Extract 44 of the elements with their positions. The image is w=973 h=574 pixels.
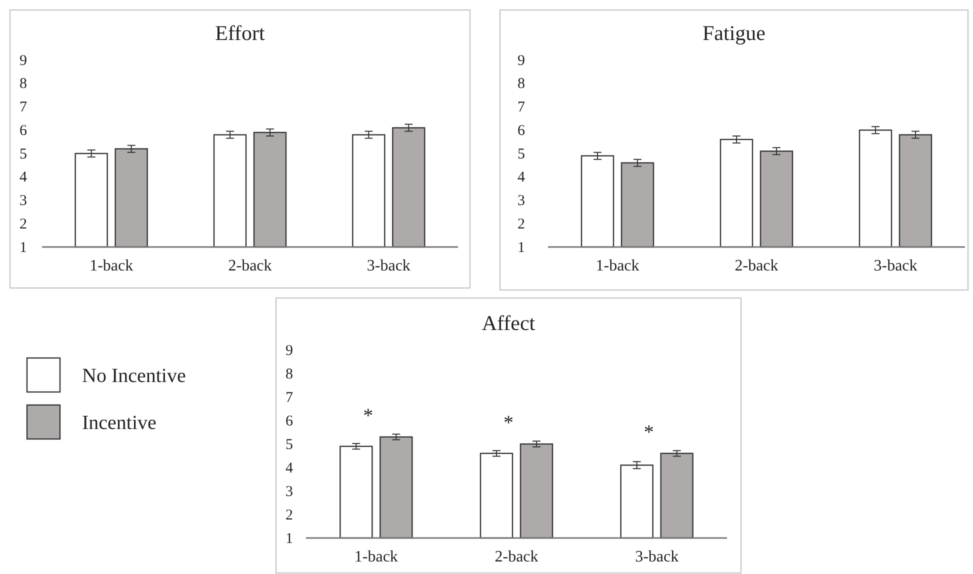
y-tick-label: 6 bbox=[286, 413, 294, 430]
chart-title: Affect bbox=[482, 311, 536, 335]
y-tick-label: 3 bbox=[286, 484, 293, 500]
y-tick-label: 3 bbox=[20, 193, 27, 210]
y-tick-label: 5 bbox=[20, 146, 27, 162]
y-tick-label: 8 bbox=[286, 366, 293, 382]
y-tick-label: 7 bbox=[286, 390, 294, 406]
y-tick-label: 7 bbox=[20, 100, 28, 116]
y-tick-label: 4 bbox=[286, 460, 294, 476]
y-tick-label: 9 bbox=[20, 52, 27, 69]
y-tick-label: 1 bbox=[286, 530, 293, 547]
y-tick-label: 8 bbox=[518, 76, 525, 92]
x-tick-label: 3-back bbox=[366, 257, 410, 274]
x-tick-label: 3-back bbox=[635, 548, 679, 566]
y-tick-label: 2 bbox=[518, 216, 525, 232]
y-tick-label: 1 bbox=[20, 240, 27, 256]
x-tick-label: 2-back bbox=[228, 257, 272, 274]
y-tick-label: 6 bbox=[20, 122, 28, 139]
annotation: * bbox=[363, 405, 374, 428]
y-tick-label: 2 bbox=[286, 507, 293, 524]
y-tick-label: 5 bbox=[286, 436, 293, 453]
x-tick-label: 1-back bbox=[354, 548, 398, 566]
y-tick-label: 3 bbox=[518, 193, 525, 210]
chart-title: Effort bbox=[215, 21, 266, 45]
x-tick-label: 2-back bbox=[734, 257, 778, 274]
annotation: * bbox=[644, 422, 654, 444]
chart-title: Fatigue bbox=[702, 21, 766, 45]
y-tick-label: 9 bbox=[518, 52, 525, 69]
x-tick-label: 1-back bbox=[596, 257, 640, 274]
y-tick-label: 6 bbox=[518, 122, 526, 139]
x-tick-label: 1-back bbox=[90, 257, 134, 274]
annotation: * bbox=[504, 412, 514, 434]
x-tick-label: 2-back bbox=[494, 548, 538, 566]
y-tick-label: 4 bbox=[518, 170, 526, 186]
y-tick-label: 7 bbox=[518, 100, 526, 116]
y-tick-label: 4 bbox=[20, 170, 28, 186]
y-tick-label: 5 bbox=[518, 146, 525, 162]
x-tick-label: 3-back bbox=[874, 257, 918, 274]
legend-label: No Incentive bbox=[82, 365, 186, 387]
y-tick-label: 1 bbox=[518, 240, 525, 256]
legend-label: Incentive bbox=[82, 412, 157, 434]
y-tick-label: 9 bbox=[286, 342, 293, 359]
y-tick-label: 2 bbox=[20, 216, 27, 232]
y-tick-label: 8 bbox=[20, 76, 27, 92]
